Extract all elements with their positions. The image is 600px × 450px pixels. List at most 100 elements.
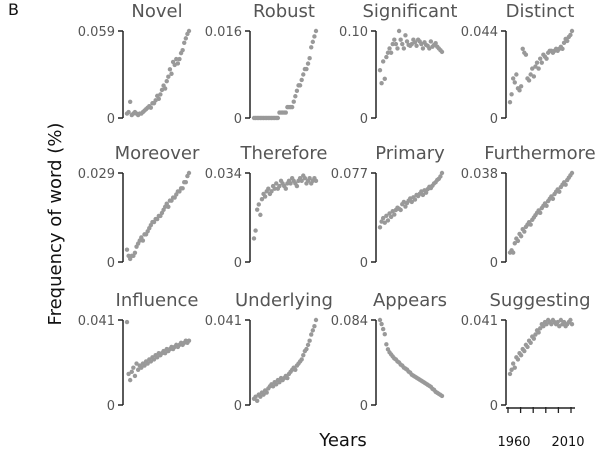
y-tick-label-max: 0.044 — [461, 25, 498, 40]
data-point — [299, 357, 304, 362]
data-point — [162, 350, 168, 356]
y-tick-label-min: 0 — [490, 256, 498, 271]
data-point — [302, 176, 308, 181]
data-point — [264, 390, 269, 395]
data-point — [297, 83, 303, 88]
data-point — [507, 371, 513, 377]
data-point — [289, 104, 295, 110]
data-point — [544, 321, 549, 327]
chart-panel-significant: Significant 0.10 0 — [339, 1, 457, 127]
data-point — [294, 88, 300, 94]
data-point — [385, 50, 391, 55]
panel-title: Novel — [131, 1, 182, 22]
data-point — [283, 186, 288, 191]
data-point — [518, 353, 524, 358]
data-point — [380, 326, 386, 332]
data-point — [563, 182, 568, 187]
data-point — [526, 78, 532, 83]
data-point — [400, 41, 405, 47]
panel-title: Robust — [253, 1, 315, 22]
data-point — [439, 170, 445, 176]
data-point — [164, 78, 169, 84]
data-point — [561, 40, 567, 46]
data-point — [253, 228, 258, 233]
data-point — [166, 204, 171, 209]
data-point — [392, 212, 397, 217]
data-point — [428, 39, 434, 44]
data-point — [512, 365, 517, 370]
data-point — [549, 321, 554, 327]
panels: Novel0.0590Robust0.0160Significant0.100D… — [78, 1, 596, 450]
panel-title: Appears — [373, 290, 447, 311]
data-point — [568, 317, 573, 323]
data-point — [438, 174, 443, 179]
data-point — [131, 365, 136, 370]
data-point — [569, 321, 575, 327]
data-point — [522, 348, 527, 354]
data-point — [536, 66, 541, 71]
data-point — [515, 357, 521, 362]
data-point — [403, 204, 408, 209]
data-point — [522, 229, 527, 234]
panel-title: Distinct — [506, 1, 575, 22]
data-point — [304, 66, 309, 72]
chart-panel-distinct: Distinct 0.044 0 — [461, 1, 575, 127]
data-point — [180, 186, 185, 191]
y-tick-label-min: 0 — [107, 399, 115, 414]
data-point — [512, 241, 517, 246]
chart-panel-robust: Robust 0.016 0 — [205, 1, 319, 127]
data-point — [401, 46, 407, 51]
data-point — [517, 88, 522, 93]
data-point — [528, 222, 533, 227]
data-point — [301, 353, 306, 358]
data-point — [313, 178, 319, 184]
data-point — [433, 40, 438, 46]
data-point — [309, 332, 314, 337]
data-point — [312, 324, 317, 329]
panel-title: Moreover — [115, 143, 200, 164]
y-axis-label: Frequency of word (%) — [45, 123, 66, 326]
data-point — [384, 342, 389, 347]
data-point — [177, 56, 182, 62]
y-tick-label-max: 0.084 — [331, 314, 368, 329]
y-tick-label-max: 0.041 — [461, 314, 498, 329]
data-point — [129, 369, 134, 375]
panel-title: Suggesting — [489, 290, 590, 311]
data-point — [544, 203, 549, 208]
data-point — [277, 380, 282, 385]
data-point — [385, 218, 391, 223]
data-point — [134, 361, 139, 366]
y-tick-label-min: 0 — [360, 399, 368, 414]
data-point — [393, 41, 399, 47]
data-point — [270, 384, 276, 389]
data-point — [167, 67, 173, 72]
data-point — [256, 202, 261, 207]
data-point — [151, 357, 157, 362]
data-point — [142, 363, 147, 368]
data-point — [569, 170, 575, 176]
data-point — [301, 72, 306, 77]
data-point — [305, 61, 311, 66]
data-point — [539, 60, 544, 65]
data-point — [183, 180, 189, 185]
data-point — [309, 45, 314, 50]
data-point — [387, 46, 392, 51]
data-point — [560, 46, 565, 51]
chart-panel-primary: Primary 0.077 0 — [331, 143, 445, 271]
data-point — [569, 28, 575, 34]
data-point — [254, 398, 260, 404]
data-point — [395, 46, 400, 51]
data-point — [534, 60, 540, 65]
data-point — [510, 250, 516, 255]
data-point — [555, 319, 560, 325]
data-point — [312, 34, 317, 39]
data-point — [283, 110, 288, 115]
panel-title: Primary — [375, 143, 445, 164]
data-point — [514, 72, 519, 77]
y-tick-label-max: 0.016 — [205, 25, 242, 40]
y-tick-label-min: 0 — [234, 112, 242, 127]
data-point — [251, 236, 257, 241]
data-point — [520, 46, 525, 51]
